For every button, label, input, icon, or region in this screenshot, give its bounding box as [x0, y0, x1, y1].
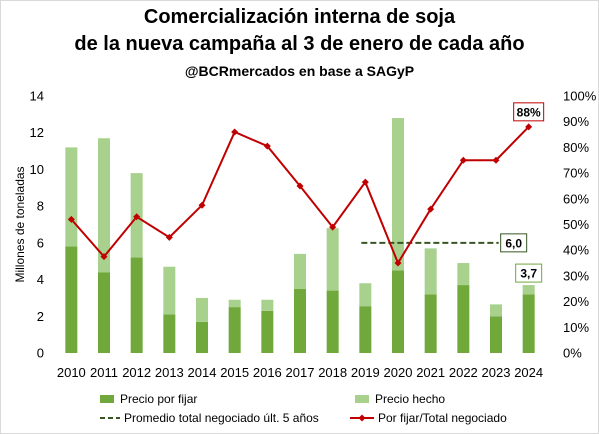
x-tick-label: 2019	[351, 365, 380, 380]
bar-precio-hecho	[457, 263, 470, 286]
chart-subtitle: @BCRmercados en base a SAGyP	[184, 63, 415, 79]
bar-precio-hecho	[196, 297, 208, 322]
ratio-point	[492, 156, 500, 164]
bar-precio-por-fijar	[359, 306, 372, 353]
ratio-point	[296, 182, 304, 190]
bar-precio-por-fijar	[228, 307, 241, 353]
ratio-2024-label: 88%	[517, 105, 541, 119]
legend-label-ratio: Por fijar/Total negociado	[378, 411, 507, 425]
y2-tick-label: 60%	[563, 191, 589, 206]
x-tick-label: 2020	[384, 365, 413, 380]
ratio-point	[67, 215, 75, 223]
bar-precio-hecho	[392, 118, 404, 271]
bar-precio-por-fijar	[392, 270, 404, 353]
promedio-label: 6,0	[505, 236, 522, 250]
ratio-point	[427, 205, 435, 213]
bar-precio-por-fijar	[196, 321, 208, 353]
bar-precio-por-fijar	[261, 310, 274, 353]
bar-precio-hecho	[326, 228, 339, 291]
legend-label-precio-hecho: Precio hecho	[375, 392, 445, 406]
bar-precio-hecho	[490, 304, 502, 317]
bar-precio-por-fijar	[326, 290, 339, 353]
y2-tick-label: 40%	[563, 243, 589, 258]
x-tick-label: 2016	[253, 365, 282, 380]
bar-precio-por-fijar	[65, 246, 78, 353]
y2-tick-label: 50%	[563, 217, 589, 232]
bar-precio-por-fijar	[294, 288, 306, 353]
ratio-point	[263, 142, 271, 150]
legend-label-promedio: Promedio total negociado últ. 5 años	[124, 411, 319, 425]
x-tick-label: 2011	[90, 365, 118, 380]
y-axis-label: Millones de toneladas	[13, 166, 27, 282]
y-tick-label: 0	[37, 346, 44, 361]
bar-precio-hecho	[98, 138, 110, 273]
bar-precio-hecho	[65, 147, 78, 247]
y2-tick-label: 70%	[563, 166, 589, 181]
total-2024-label-box	[515, 263, 543, 283]
ratio-point	[525, 123, 533, 131]
y2-tick-label: 80%	[563, 140, 589, 155]
bar-precio-hecho	[522, 285, 535, 295]
y2-tick-label: 20%	[563, 294, 589, 309]
y2-tick-label: 90%	[563, 114, 589, 129]
bar-precio-por-fijar	[522, 294, 535, 353]
ratio-point	[198, 201, 206, 209]
bar-precio-hecho	[228, 299, 241, 308]
ratio-point	[394, 259, 402, 267]
x-tick-label: 2012	[122, 365, 151, 380]
y-tick-label: 10	[30, 162, 44, 177]
y-tick-label: 4	[37, 272, 44, 287]
ratio-point	[100, 253, 108, 261]
y-tick-label: 8	[37, 199, 44, 214]
bar-precio-por-fijar	[163, 314, 176, 353]
ratio-point	[329, 223, 337, 231]
bar-precio-hecho	[163, 266, 176, 315]
y-tick-label: 12	[30, 125, 44, 140]
x-tick-label: 2022	[449, 365, 478, 380]
y2-tick-label: 0%	[563, 346, 582, 361]
chart-title-line2: de la nueva campaña al 3 de enero de cad…	[74, 33, 525, 55]
bar-precio-hecho	[424, 248, 437, 295]
y-tick-label: 2	[37, 309, 44, 324]
bar-precio-por-fijar	[490, 316, 502, 353]
ratio-point	[133, 213, 141, 221]
y2-tick-label: 10%	[563, 320, 589, 335]
legend-label-precio-por-fijar: Precio por fijar	[120, 392, 197, 406]
x-tick-label: 2015	[220, 365, 249, 380]
legend-marker-ratio	[358, 414, 366, 422]
bar-precio-hecho	[359, 283, 372, 307]
x-tick-label: 2023	[482, 365, 511, 380]
x-tick-label: 2013	[155, 365, 184, 380]
bar-precio-hecho	[261, 299, 274, 311]
bar-precio-por-fijar	[130, 257, 143, 353]
x-tick-label: 2024	[514, 365, 543, 380]
x-tick-label: 2018	[318, 365, 347, 380]
legend-swatch-precio-por-fijar	[100, 395, 114, 403]
promedio-label-box	[500, 233, 528, 253]
total-2024-label: 3,7	[520, 267, 537, 281]
ratio-point	[165, 233, 173, 241]
bar-precio-por-fijar	[424, 294, 437, 353]
x-tick-label: 2014	[188, 365, 217, 380]
chart-title-line1: Comercialización interna de soja	[143, 6, 456, 28]
x-tick-label: 2017	[286, 365, 315, 380]
ratio-2024-label-box	[513, 102, 545, 122]
ratio-point	[231, 128, 239, 136]
x-tick-label: 2010	[57, 365, 86, 380]
legend-swatch-precio-hecho	[355, 395, 369, 403]
y2-tick-label: 30%	[563, 268, 589, 283]
y2-tick-label: 100%	[563, 89, 597, 104]
y-tick-label: 6	[37, 235, 44, 250]
bar-precio-por-fijar	[98, 272, 110, 353]
bar-precio-hecho	[294, 253, 306, 289]
x-tick-label: 2021	[416, 365, 445, 380]
y-tick-label: 14	[30, 89, 44, 104]
ratio-point	[459, 156, 467, 164]
ratio-point	[361, 178, 369, 186]
bar-precio-por-fijar	[457, 285, 470, 353]
